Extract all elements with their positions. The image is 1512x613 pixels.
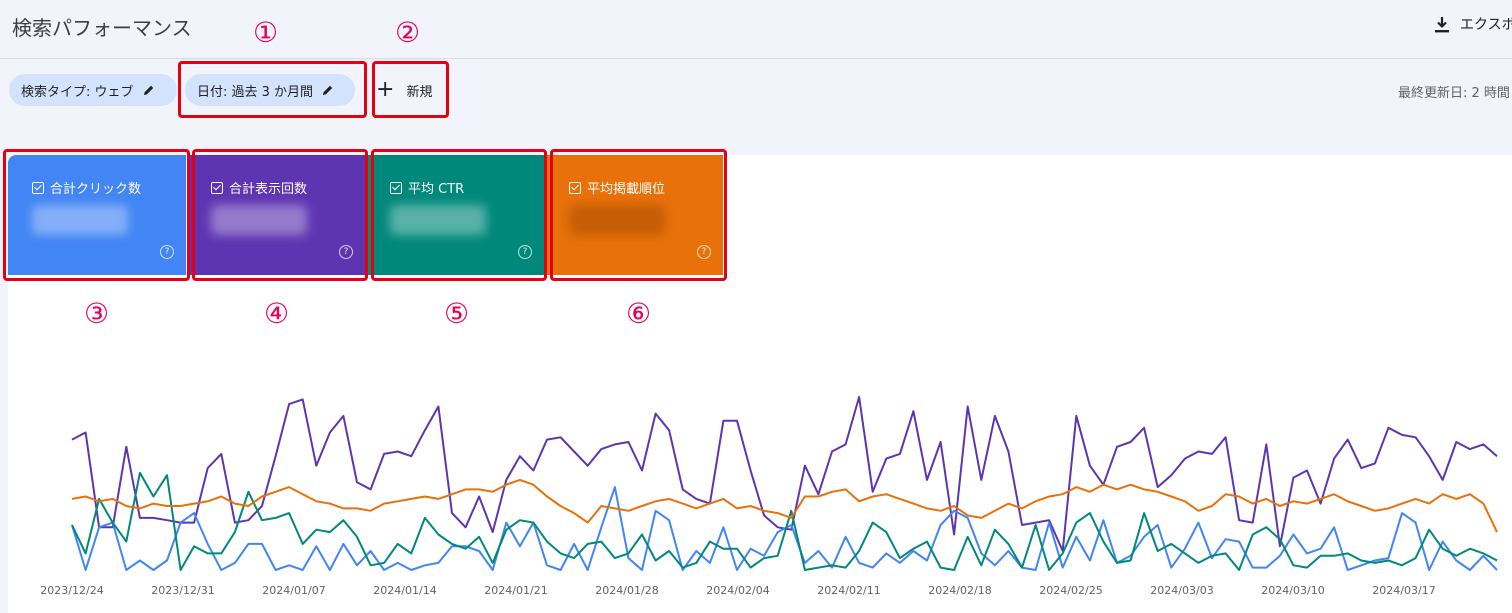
annotation-box-4: [192, 149, 368, 281]
x-tick-label: 2024/01/21: [484, 584, 547, 597]
export-button[interactable]: エクスポ: [1434, 14, 1512, 34]
x-tick-label: 2024/03/03: [1150, 584, 1213, 597]
annotation-number-4: ④: [264, 297, 290, 330]
metric-label: 平均 CTR: [408, 182, 465, 197]
page-title: 検索パフォーマンス: [12, 16, 192, 40]
x-tick-label: 2024/01/14: [373, 584, 436, 597]
download-icon: [1435, 16, 1449, 32]
new-filter-label: 新規: [406, 84, 433, 100]
metric-card-ctr[interactable]: 平均 CTR ?: [366, 155, 544, 275]
x-tick-label: 2024/02/04: [706, 584, 769, 597]
help-icon[interactable]: ?: [697, 245, 711, 259]
x-tick-label: 2024/01/07: [262, 584, 325, 597]
annotation-box-6: [550, 149, 727, 281]
metric-card-impressions[interactable]: 合計表示回数 ?: [187, 155, 365, 275]
date-label: 日付: 過去 3 か月間: [197, 84, 314, 100]
x-tick-label: 2024/03/17: [1372, 584, 1435, 597]
annotation-box-5: [371, 149, 547, 281]
series-line-2: [71, 471, 1498, 571]
x-tick-label: 2024/02/18: [928, 584, 991, 597]
metric-label: 合計クリック数: [50, 182, 142, 197]
blurred-value: [390, 205, 486, 235]
annotation-box-1: [178, 61, 367, 118]
header-divider: [0, 58, 1512, 59]
metric-label: 平均掲載順位: [587, 182, 666, 197]
x-tick-label: 2024/02/11: [817, 584, 880, 597]
x-tick-label: 2024/03/10: [1261, 584, 1324, 597]
blurred-value: [569, 205, 665, 235]
checkbox-icon[interactable]: [569, 181, 581, 194]
help-icon[interactable]: ?: [160, 245, 174, 259]
metric-card-clicks[interactable]: 合計クリック数 ?: [8, 155, 186, 275]
annotation-number-6: ⑥: [626, 297, 652, 330]
help-icon[interactable]: ?: [518, 245, 532, 259]
blurred-value: [211, 205, 307, 235]
blurred-value: [32, 205, 128, 235]
new-filter-button[interactable]: + 新規: [376, 76, 432, 104]
x-tick-label: 2023/12/24: [40, 584, 103, 597]
x-tick-label: 2024/01/28: [595, 584, 658, 597]
pencil-icon: [323, 85, 333, 95]
checkbox-icon[interactable]: [390, 181, 402, 194]
annotation-number-5: ⑤: [444, 297, 470, 330]
plus-icon: +: [376, 77, 395, 102]
x-tick-label: 2024/02/25: [1039, 584, 1102, 597]
pencil-icon: [143, 85, 153, 95]
series-line-1: [71, 486, 1498, 571]
metric-card-position[interactable]: 平均掲載順位 ?: [545, 155, 723, 275]
last-updated: 最終更新日: 2 時間: [1398, 86, 1510, 101]
date-chip[interactable]: 日付: 過去 3 か月間: [185, 74, 355, 106]
annotation-number-3: ③: [84, 297, 110, 330]
annotation-box-2: [372, 61, 449, 118]
x-tick-label: 2023/12/31: [151, 584, 214, 597]
help-icon[interactable]: ?: [339, 245, 353, 259]
checkbox-icon[interactable]: [211, 181, 223, 194]
export-label: エクスポ: [1460, 17, 1512, 33]
annotation-number-2: ②: [395, 16, 421, 49]
series-line-3: [71, 478, 1498, 533]
annotation-number-1: ①: [253, 16, 279, 49]
checkbox-icon[interactable]: [32, 181, 44, 194]
metric-label: 合計表示回数: [229, 182, 308, 197]
search-type-chip[interactable]: 検索タイプ: ウェブ: [9, 74, 177, 106]
search-type-label: 検索タイプ: ウェブ: [21, 84, 134, 100]
annotation-box-3: [3, 149, 190, 281]
